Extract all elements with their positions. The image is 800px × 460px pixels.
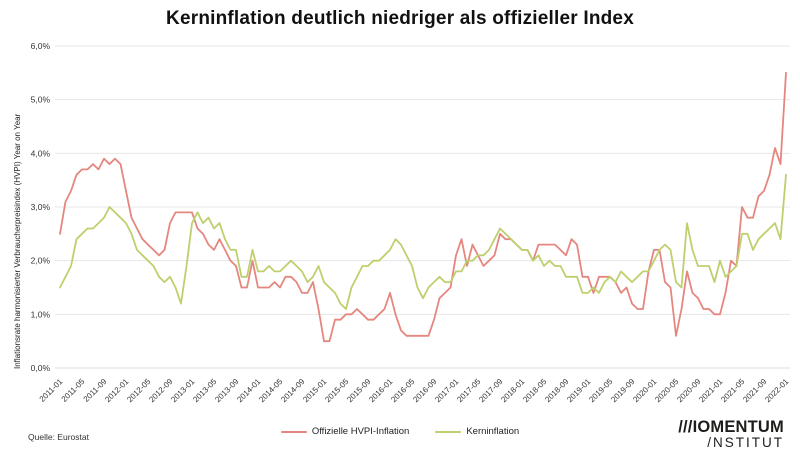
y-tick-label: 2,0% <box>31 256 51 266</box>
gridlines <box>55 45 790 369</box>
y-axis-title: Inflationsrate harmonisierter Verbrauche… <box>13 113 22 369</box>
legend-swatch-official <box>280 430 307 433</box>
y-tick-label: 3,0% <box>31 202 51 212</box>
momentum-institut-logo: ///IOMENTUM /NSTITUT <box>678 418 784 451</box>
y-tick-label: 6,0% <box>31 41 51 51</box>
inflation-line-chart: 6,0% 5,0% 4,0% 3,0% 2,0% 1,0% 0,0% 2011-012011… <box>13 41 791 405</box>
series-lines <box>59 71 787 343</box>
series-line-kerninflation <box>59 173 787 310</box>
x-axis-ticks: 2011-012011-052011-092012-012012-052012-… <box>38 377 791 405</box>
y-tick-label: 5,0% <box>31 95 51 105</box>
legend-swatch-core <box>435 430 462 433</box>
x-tick-label: 2022-01 <box>763 377 791 405</box>
logo-line-institut: /NSTITUT <box>707 435 784 451</box>
y-tick-label: 1,0% <box>31 309 51 319</box>
legend-label-core: Kerninflation <box>466 426 520 437</box>
legend-label-official: Offizielle HVPI-Inflation <box>311 426 410 437</box>
series-line-official-hvpi <box>59 71 787 343</box>
logo-line-momentum: ///IOMENTUM <box>678 418 784 436</box>
y-tick-label: 0,0% <box>31 363 51 373</box>
source-note: Quelle: Eurostat <box>28 432 89 442</box>
legend-item-core: Kerninflation <box>435 426 519 437</box>
page-title: Kerninflation deutlich niedriger als off… <box>166 8 634 29</box>
y-tick-label: 4,0% <box>31 148 51 158</box>
legend-item-official: Offizielle HVPI-Inflation <box>280 426 410 437</box>
y-axis-ticks: 6,0% 5,0% 4,0% 3,0% 2,0% 1,0% 0,0% <box>31 41 51 373</box>
chart-legend: Offizielle HVPI-Inflation Kerninflation <box>0 426 800 437</box>
